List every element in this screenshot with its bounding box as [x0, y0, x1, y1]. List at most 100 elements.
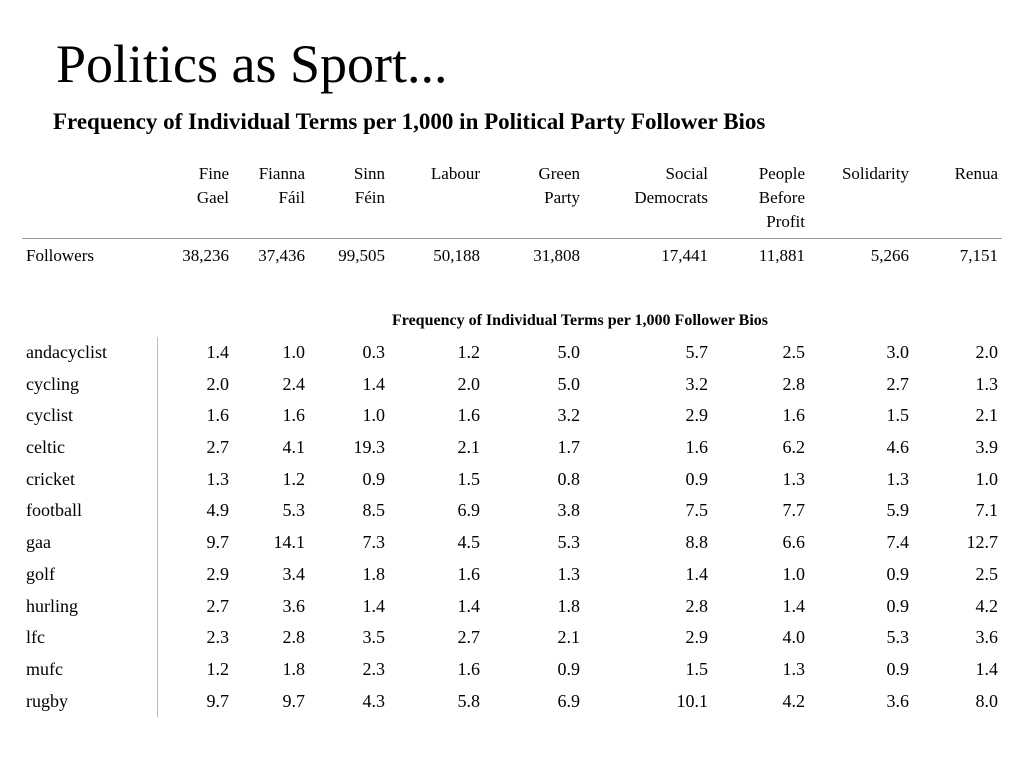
table-cell: 1.3: [886, 468, 910, 489]
table-cell: 2.7: [206, 437, 230, 458]
table-cell: 4.6: [886, 437, 910, 458]
table-row: celtic 2.7 4.1 19.3 2.1 1.7 1.6 6.2 4.6 3.9: [22, 432, 1002, 464]
table-cell: 1.3: [782, 468, 806, 489]
table-cell: 5.7: [685, 342, 709, 362]
column-header-line: Democrats: [634, 188, 708, 207]
term-label: golf: [26, 563, 55, 584]
followers-value: 7,151: [959, 246, 998, 265]
table-cell: 3.8: [557, 500, 581, 521]
table-cell: 2.0: [457, 373, 481, 394]
followers-value: 38,236: [182, 246, 229, 265]
table-cell: 3.0: [886, 342, 910, 362]
table-cell: 3.6: [282, 595, 306, 616]
table-cell: 3.6: [975, 627, 999, 648]
table-row: football 4.9 5.3 8.5 6.9 3.8 7.5 7.7 5.9 7.1: [22, 495, 1002, 527]
table-cell: 4.5: [457, 532, 481, 553]
followers-value: 11,881: [758, 246, 805, 265]
table-cell: 2.3: [206, 627, 230, 648]
table-cell: 1.2: [457, 342, 481, 362]
term-label: andacyclist: [26, 342, 107, 362]
column-header-line: Before: [758, 188, 805, 207]
table-cell: 2.1: [457, 437, 481, 458]
table-cell: 1.7: [557, 437, 581, 458]
table-cell: 1.5: [685, 658, 709, 679]
section-title: Frequency of Individual Terms per 1,000 …: [391, 312, 769, 329]
table-cell: 1.6: [457, 658, 481, 679]
table-cell: 1.4: [362, 595, 386, 616]
table-cell: 7.5: [685, 500, 709, 521]
table-cell: 1.0: [782, 563, 806, 584]
table-cell: 4.2: [975, 595, 999, 616]
table-cell: 4.0: [782, 627, 806, 648]
term-label: celtic: [26, 437, 65, 458]
table-row: golf 2.9 3.4 1.8 1.6 1.3 1.4 1.0 0.9 2.5: [22, 559, 1002, 591]
table-cell: 5.0: [557, 373, 581, 394]
table-row: cricket 1.3 1.2 0.9 1.5 0.8 0.9 1.3 1.3 1.0: [22, 464, 1002, 496]
column-header: Fine Gael: [197, 162, 229, 210]
table-cell: 2.5: [782, 342, 806, 362]
followers-value: 50,188: [433, 246, 480, 265]
table-cell: 8.5: [362, 500, 386, 521]
table-cell: 5.9: [886, 500, 910, 521]
column-header-line: Profit: [766, 212, 805, 231]
column-header: Green Party: [538, 162, 580, 210]
table-cell: 0.9: [886, 595, 910, 616]
table-cell: 1.4: [206, 342, 230, 362]
table-cell: 3.5: [362, 627, 386, 648]
column-header: Solidarity: [842, 162, 909, 186]
table-cell: 4.2: [782, 690, 806, 711]
table-cell: 2.8: [782, 373, 806, 394]
table-cell: 7.3: [362, 532, 386, 553]
slide-title: Politics as Sport...: [56, 34, 448, 94]
table-cell: 2.5: [975, 563, 999, 584]
table-cell: 1.4: [782, 595, 806, 616]
table-cell: 1.3: [206, 468, 230, 489]
column-header: Renua: [955, 162, 998, 186]
table-cell: 2.0: [975, 342, 999, 362]
column-header-line: Gael: [196, 188, 229, 207]
table-cell: 2.9: [685, 627, 709, 648]
column-header: People Before Profit: [759, 162, 805, 234]
table-cell: 2.8: [685, 595, 709, 616]
table-cell: 1.4: [975, 658, 999, 679]
column-header-line: Social: [665, 164, 709, 183]
column-header-line: Fine: [198, 164, 229, 183]
table-cell: 2.8: [282, 627, 306, 648]
slide-subtitle: Frequency of Individual Terms per 1,000 …: [53, 109, 766, 134]
table-cell: 9.7: [206, 690, 230, 711]
table-cell: 1.6: [282, 405, 306, 426]
table-cell: 5.3: [282, 500, 306, 521]
terms-table: andacyclist 1.4 1.0 0.3 1.2 5.0 5.7 2.5 3.0 2.0 cy…: [22, 337, 1002, 717]
table-cell: 2.7: [886, 373, 910, 394]
term-label: gaa: [26, 532, 51, 553]
table-cell: 6.6: [782, 532, 806, 553]
table-cell: 6.9: [457, 500, 481, 521]
table-cell: 0.3: [362, 342, 386, 362]
followers-value: 37,436: [258, 246, 305, 265]
table-cell: 2.7: [206, 595, 230, 616]
table-cell: 5.3: [886, 627, 910, 648]
term-label: hurling: [26, 595, 78, 616]
table-row: cyclist 1.6 1.6 1.0 1.6 3.2 2.9 1.6 1.5 2.1: [22, 400, 1002, 432]
table-cell: 2.4: [282, 373, 306, 394]
table-cell: 1.8: [362, 563, 386, 584]
table-cell: 1.6: [206, 405, 230, 426]
term-label: lfc: [26, 627, 45, 648]
table-row: cycling 2.0 2.4 1.4 2.0 5.0 3.2 2.8 2.7 1.3: [22, 369, 1002, 401]
column-header: Labour: [431, 162, 480, 186]
table-row: hurling 2.7 3.6 1.4 1.4 1.8 2.8 1.4 0.9 4.2: [22, 591, 1002, 623]
followers-row: Followers 38,236 37,436 99,505 50,188 31…: [22, 242, 1002, 270]
column-header-line: Green: [538, 164, 580, 183]
table-header: Fine Gael Fianna Fáil Sinn Féin Labour Green Par…: [22, 162, 1002, 239]
table-cell: 2.1: [975, 405, 999, 426]
table-cell: 1.3: [975, 373, 999, 394]
table-cell: 1.8: [557, 595, 581, 616]
column-header-line: People: [758, 164, 805, 183]
table-cell: 6.9: [557, 690, 581, 711]
table-cell: 1.3: [782, 658, 806, 679]
followers-value: 17,441: [661, 246, 708, 265]
table-cell: 14.1: [273, 532, 306, 553]
table-cell: 1.4: [362, 373, 386, 394]
table-cell: 2.3: [362, 658, 386, 679]
